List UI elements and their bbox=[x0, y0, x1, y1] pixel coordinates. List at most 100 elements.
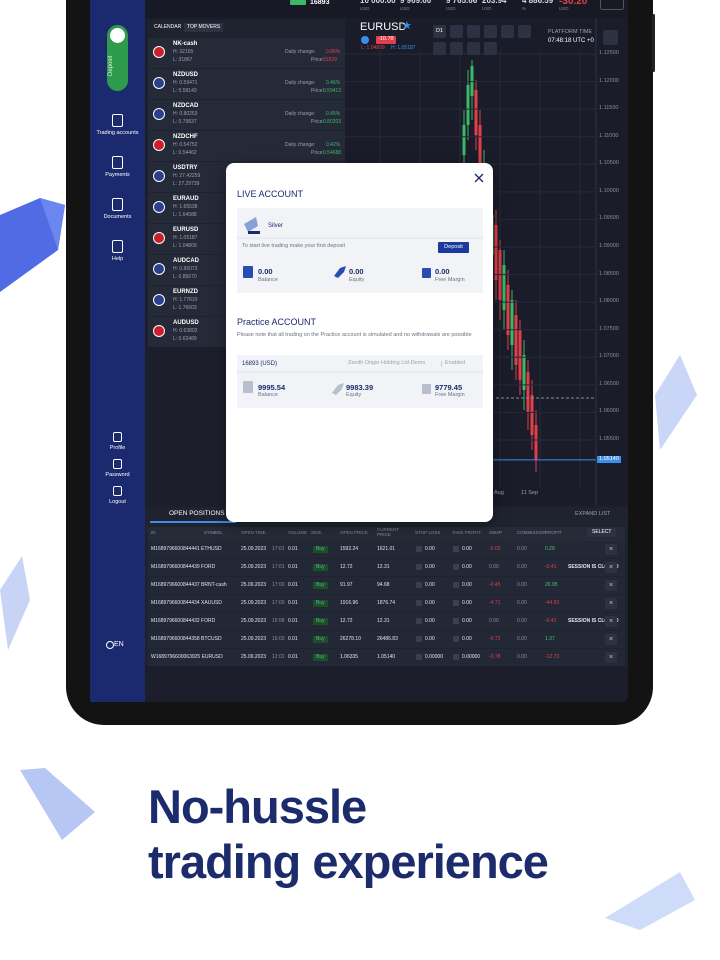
take-profit: 0.00 bbox=[462, 618, 472, 624]
flag bbox=[153, 108, 165, 120]
take-profit: 0.00 bbox=[462, 546, 472, 552]
symbol-high: H: 1.77610 bbox=[173, 297, 198, 303]
select-button[interactable]: SELECT bbox=[587, 528, 617, 537]
watchlist-tab[interactable]: TOP MOVERS bbox=[184, 23, 224, 32]
sidebar-item[interactable]: Documents bbox=[103, 214, 132, 220]
user-button[interactable] bbox=[600, 0, 624, 10]
symbol-high: H: 0.54752 bbox=[173, 142, 198, 148]
candle bbox=[506, 285, 510, 335]
date-label: Aug bbox=[494, 490, 504, 496]
stat-label: Equity bbox=[349, 277, 365, 283]
stop-loss: 0.00 bbox=[425, 636, 435, 642]
add-icon[interactable] bbox=[453, 618, 459, 624]
close-position[interactable]: × bbox=[605, 544, 617, 555]
change-label: Daily change: bbox=[285, 111, 316, 117]
close-position[interactable]: × bbox=[605, 580, 617, 591]
add-icon[interactable] bbox=[416, 600, 422, 606]
sidebar-item[interactable]: Profile bbox=[109, 445, 126, 451]
id-symbol: M1689796600844441 ETHUSD bbox=[151, 546, 222, 552]
position-row[interactable] bbox=[148, 541, 625, 558]
toolbar-button[interactable] bbox=[467, 42, 480, 55]
profit: -0.41 bbox=[545, 618, 557, 624]
add-icon[interactable] bbox=[453, 654, 459, 660]
date-label: 11 Sep bbox=[521, 490, 539, 496]
toolbar-button[interactable] bbox=[484, 25, 497, 38]
toolbar-button[interactable] bbox=[484, 42, 497, 55]
open-clock: 17:01 bbox=[272, 546, 285, 552]
platform-time-label: PLATFORM TIME bbox=[548, 29, 593, 35]
candle bbox=[478, 125, 482, 180]
add-icon[interactable] bbox=[453, 582, 459, 588]
profit: -12.73 bbox=[545, 654, 560, 660]
toolbar-button[interactable]: D1 bbox=[433, 25, 446, 38]
watchlist-row[interactable] bbox=[148, 131, 345, 161]
close-position[interactable]: × bbox=[605, 616, 617, 627]
toolbar-button[interactable] bbox=[467, 25, 480, 38]
price-tick-label: 1.11000 bbox=[599, 132, 619, 139]
add-icon[interactable] bbox=[416, 618, 422, 624]
current-price: 26486.83 bbox=[377, 636, 398, 642]
add-icon[interactable] bbox=[453, 546, 459, 552]
toolbar-button[interactable] bbox=[450, 25, 463, 38]
sidebar-icon bbox=[113, 432, 122, 442]
sidebar-item[interactable]: Logout bbox=[109, 499, 126, 505]
watchlist-tab[interactable]: CALENDAR bbox=[154, 24, 182, 30]
profit: 1.37 bbox=[545, 636, 555, 642]
position-row[interactable] bbox=[148, 631, 625, 648]
position-row[interactable] bbox=[148, 595, 625, 612]
expand-list[interactable]: EXPAND LIST bbox=[575, 511, 611, 517]
position-row[interactable] bbox=[148, 649, 625, 666]
close-position[interactable]: × bbox=[605, 634, 617, 645]
fullscreen-button[interactable] bbox=[603, 30, 618, 45]
flag bbox=[153, 139, 165, 151]
toolbar-button[interactable] bbox=[450, 42, 463, 55]
symbol-low: L: 0.63489 bbox=[173, 336, 197, 342]
toolbar-button[interactable] bbox=[433, 42, 446, 55]
add-icon[interactable] bbox=[453, 600, 459, 606]
add-icon[interactable] bbox=[416, 564, 422, 570]
toolbar-button[interactable] bbox=[518, 25, 531, 38]
stat-value: 9779.45 bbox=[435, 383, 463, 392]
language[interactable]: EN bbox=[114, 641, 124, 648]
favorite-star[interactable]: ★ bbox=[402, 20, 412, 32]
column-header: TAKE PROFIT bbox=[452, 530, 482, 535]
watchlist-row[interactable] bbox=[148, 69, 345, 99]
side: Buy bbox=[313, 654, 328, 661]
column-header: OPEN TIME bbox=[241, 530, 266, 535]
close-button[interactable] bbox=[474, 173, 484, 183]
swap: 0.00 bbox=[489, 564, 499, 570]
price-tick-label: 1.06000 bbox=[599, 408, 619, 415]
add-icon[interactable] bbox=[416, 636, 422, 642]
add-icon[interactable] bbox=[416, 654, 422, 660]
price-tick-label: 1.09500 bbox=[599, 215, 619, 222]
equity-icon bbox=[334, 266, 346, 278]
equity-icon bbox=[332, 383, 344, 395]
positions-tab[interactable]: OPEN POSITIONS bbox=[169, 510, 225, 517]
position-row[interactable] bbox=[148, 577, 625, 594]
sidebar-item[interactable]: Trading accounts bbox=[96, 130, 139, 136]
close-position[interactable]: × bbox=[605, 652, 617, 663]
deposit-button[interactable]: Deposit bbox=[438, 242, 469, 253]
change-badge: -10.78 bbox=[376, 36, 396, 44]
close-position[interactable]: × bbox=[605, 562, 617, 573]
add-icon[interactable] bbox=[453, 564, 459, 570]
position-row[interactable] bbox=[148, 559, 625, 576]
add-icon[interactable] bbox=[416, 546, 422, 552]
open-clock: 16:03 bbox=[272, 636, 285, 642]
open-date: 25.09.2023 bbox=[241, 600, 267, 606]
tab-underline bbox=[150, 521, 236, 523]
sidebar-item[interactable]: Payments bbox=[105, 172, 130, 178]
add-icon[interactable] bbox=[416, 582, 422, 588]
position-row[interactable] bbox=[148, 613, 625, 630]
watchlist-row[interactable] bbox=[148, 100, 345, 130]
close-position[interactable]: × bbox=[605, 598, 617, 609]
symbol-low: L: 1.04809 bbox=[173, 243, 197, 249]
toolbar-button[interactable] bbox=[501, 25, 514, 38]
watchlist-row[interactable] bbox=[148, 38, 345, 68]
add-icon[interactable] bbox=[453, 636, 459, 642]
sidebar-item[interactable]: Password bbox=[105, 472, 130, 478]
price-label: Price: bbox=[311, 88, 324, 94]
sidebar-item[interactable]: Help bbox=[111, 256, 124, 262]
id-symbol: W1689796600063925 EURUSD bbox=[151, 654, 223, 660]
